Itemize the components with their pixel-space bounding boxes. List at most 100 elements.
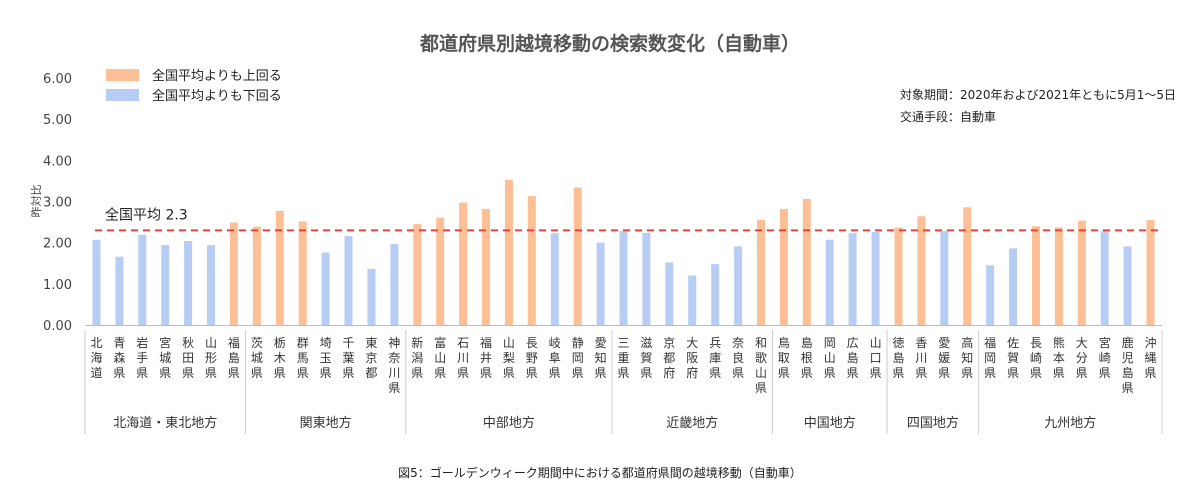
category-label: 新潟県: [411, 335, 423, 380]
bar-静岡県: [573, 187, 582, 325]
bar-千葉県: [344, 236, 353, 325]
bar-栃木県: [275, 211, 284, 325]
category-label: 鹿児島県: [1122, 335, 1134, 395]
bar-新潟県: [413, 224, 422, 325]
bar-青森県: [115, 256, 124, 325]
category-label: 秋田県: [182, 336, 194, 380]
bar-広島県: [848, 233, 857, 325]
category-label: 宮崎県: [1099, 335, 1111, 380]
bar-徳島県: [894, 227, 903, 325]
bar-鳥取県: [779, 208, 788, 325]
bar-群馬県: [298, 221, 307, 325]
bar-大阪府: [688, 275, 697, 325]
bar-滋賀県: [642, 232, 651, 325]
y-tick-label: 6.00: [43, 72, 72, 87]
bar-佐賀県: [1009, 248, 1018, 325]
y-tick-label: 1.00: [43, 278, 72, 293]
bar-島根県: [802, 199, 811, 325]
bar-秋田県: [184, 241, 193, 325]
bar-山形県: [207, 245, 215, 325]
category-label: 山梨県: [503, 336, 515, 380]
category-label: 宮城県: [159, 335, 171, 380]
bar-福岡県: [986, 265, 995, 325]
y-axis-label: 昨対比: [29, 185, 43, 218]
y-tick-label: 2.00: [43, 237, 72, 252]
category-label: 鳥取県: [778, 335, 790, 380]
bar-三重県: [619, 231, 628, 325]
legend-swatch-below: [106, 89, 139, 101]
figure-caption: 図5：ゴールデンウィーク期間中における都道府県間の越境移動（自動車）: [398, 465, 802, 480]
bar-岐阜県: [550, 233, 559, 325]
period-note: 対象期間：2020年および2021年ともに5月1～5日: [900, 88, 1176, 102]
category-label: 東京都: [365, 336, 377, 380]
bar-奈良県: [734, 246, 743, 325]
category-label: 栃木県: [274, 336, 286, 380]
category-label: 北海道: [90, 336, 102, 380]
category-label: 大阪府: [686, 336, 698, 380]
bar-茨城県: [252, 226, 261, 325]
bar-愛知県: [596, 242, 605, 325]
bar-和歌山県: [757, 220, 765, 325]
region-label: 中国地方: [804, 415, 856, 431]
category-label: 滋賀県: [640, 336, 652, 380]
bar-沖縄県: [1146, 220, 1155, 325]
category-label: 熊本県: [1053, 335, 1065, 380]
region-label: 四国地方: [907, 415, 959, 431]
bar-埼玉県: [321, 252, 330, 325]
category-label: 香川県: [915, 336, 927, 380]
bar-山口県: [871, 232, 880, 325]
category-label: 茨城県: [251, 336, 263, 380]
y-tick-label: 4.00: [43, 154, 72, 169]
region-label: 北海道・東北地方: [113, 415, 217, 431]
category-label: 京都府: [663, 336, 675, 380]
bar-北海道: [92, 239, 101, 325]
category-label: 徳島県: [892, 335, 904, 380]
category-label: 長崎県: [1030, 336, 1042, 380]
category-label: 石川県: [457, 336, 469, 380]
category-label: 佐賀県: [1007, 336, 1019, 380]
bar-香川県: [917, 216, 926, 325]
region-label: 関東地方: [300, 415, 352, 431]
category-label: 福井県: [480, 335, 492, 380]
average-label: 全国平均 2.3: [105, 206, 188, 223]
category-label: 島根県: [801, 335, 813, 380]
region-label: 九州地方: [1044, 415, 1096, 431]
transport-note: 交通手段：自動車: [900, 109, 996, 124]
bar-福島県: [229, 222, 238, 325]
bar-岡山県: [825, 239, 834, 325]
legend-label-below: 全国平均よりも下回る: [152, 88, 282, 104]
category-label: 静岡県: [572, 336, 584, 380]
bar-鹿児島県: [1123, 246, 1132, 325]
bar-長野県: [527, 196, 536, 325]
bar-熊本県: [1054, 227, 1063, 325]
category-label: 愛知県: [595, 336, 607, 380]
category-label: 長野県: [526, 336, 538, 380]
category-label: 三重県: [617, 336, 629, 380]
bar-京都府: [665, 262, 674, 325]
category-label: 千葉県: [342, 336, 354, 380]
category-label: 岐阜県: [549, 336, 561, 380]
bar-大分県: [1077, 220, 1086, 325]
bar-石川県: [459, 202, 468, 325]
category-label: 山口県: [870, 336, 882, 380]
legend-swatch-above: [106, 69, 139, 81]
category-label: 神奈川県: [388, 336, 400, 395]
category-label: 広島県: [847, 336, 859, 380]
category-label: 福島県: [228, 335, 240, 380]
category-label: 兵庫県: [709, 336, 721, 380]
category-label: 富山県: [434, 335, 446, 380]
bar-高知県: [963, 207, 972, 325]
category-label: 山形県: [205, 336, 217, 380]
category-label: 岡山県: [824, 336, 836, 380]
bar-東京都: [367, 269, 376, 325]
bar-岩手県: [138, 234, 147, 325]
bar-富山県: [436, 217, 445, 325]
region-label: 近畿地方: [666, 415, 718, 431]
category-label: 奈良県: [732, 336, 744, 380]
category-label: 高知県: [961, 335, 973, 380]
category-label: 沖縄県: [1144, 336, 1156, 380]
y-tick-label: 5.00: [43, 113, 72, 128]
region-label: 中部地方: [483, 415, 535, 431]
category-label: 埼玉県: [320, 336, 332, 380]
